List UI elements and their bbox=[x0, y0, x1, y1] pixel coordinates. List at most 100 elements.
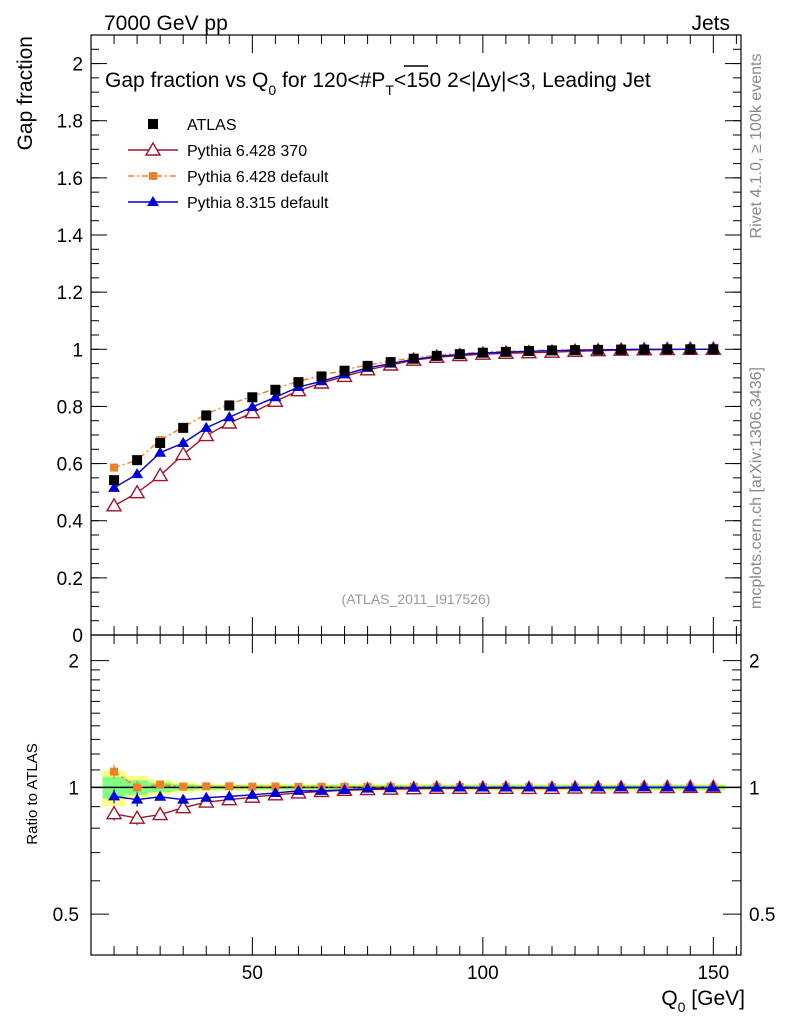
legend-marker bbox=[147, 196, 159, 206]
main-data-point bbox=[662, 344, 673, 355]
energy-label: 7000 GeV pp bbox=[104, 12, 228, 35]
main-data-point bbox=[177, 437, 190, 447]
main-data-point bbox=[408, 353, 419, 364]
rivet-version-label: Rivet 4.1.0, ≥ 100k events bbox=[748, 54, 765, 239]
chart-title: Gap fraction vs Q0 for 120<#PT<150 2<|Δy… bbox=[105, 69, 651, 98]
ratio-data-point bbox=[453, 781, 466, 792]
ratio-data-point bbox=[522, 781, 535, 792]
ratio-data-point bbox=[156, 780, 165, 789]
main-data-point bbox=[201, 410, 212, 421]
main-y-tick-label: 0.2 bbox=[57, 569, 83, 590]
ratio-y-tick-label: 0.5 bbox=[53, 905, 79, 926]
main-data-point bbox=[154, 446, 167, 457]
main-y-axis-label: Gap fraction bbox=[14, 36, 37, 150]
title-sub-t: T bbox=[385, 82, 394, 98]
main-data-point bbox=[105, 497, 123, 512]
ratio-data-point bbox=[179, 782, 188, 791]
ratio-y-axis-label: Ratio to ATLAS bbox=[24, 743, 41, 844]
ratio-data-point bbox=[661, 781, 674, 792]
ratio-data-point bbox=[292, 784, 305, 795]
ratio-plot-frame bbox=[90, 634, 742, 956]
title-part-p: P bbox=[371, 69, 385, 92]
ratio-data-point bbox=[225, 782, 234, 791]
ratio-y-tick-label-right: 2 bbox=[749, 652, 760, 673]
ratio-data-point bbox=[638, 781, 651, 792]
main-data-point bbox=[570, 345, 581, 356]
main-data-point bbox=[270, 384, 281, 395]
legend: ATLAS Pythia 6.428 370 Pythia 6.428 defaul… bbox=[128, 117, 329, 212]
main-data-point bbox=[178, 422, 189, 433]
main-data-point bbox=[362, 360, 373, 371]
main-data-point bbox=[316, 371, 327, 382]
ratio-data-point bbox=[223, 790, 236, 801]
ratio-data-point bbox=[248, 782, 257, 791]
ratio-y-tick-label: 2 bbox=[68, 652, 79, 673]
ratio-data-point bbox=[338, 783, 351, 794]
ratio-data-point bbox=[202, 782, 211, 791]
main-y-tick-label: 0.8 bbox=[57, 397, 83, 418]
ratio-data-point bbox=[499, 781, 512, 792]
ratio-data-point bbox=[246, 788, 259, 799]
ratio-data-point bbox=[133, 783, 142, 792]
legend-label: Pythia 6.428 default bbox=[187, 169, 329, 186]
main-data-point bbox=[385, 357, 396, 368]
main-data-point bbox=[151, 467, 169, 482]
ratio-data-point bbox=[154, 790, 167, 801]
main-data-point bbox=[708, 344, 719, 355]
title-sub-0: 0 bbox=[268, 82, 276, 98]
main-series bbox=[105, 340, 722, 512]
title-part-3: <150 2<|Δy|<3, Leading Jet bbox=[394, 69, 651, 92]
x-axis-label: Q0 [GeV] bbox=[661, 987, 745, 1015]
legend-marker bbox=[144, 141, 162, 156]
ratio-y-tick-label-right: 0.5 bbox=[749, 905, 775, 926]
main-data-point bbox=[593, 344, 604, 355]
main-y-tick-label: 0 bbox=[72, 626, 83, 647]
ratio-data-point bbox=[269, 786, 282, 797]
ratio-data-point bbox=[361, 782, 374, 793]
main-y-tick-label: 1.4 bbox=[57, 226, 84, 247]
ratio-data-point bbox=[545, 781, 558, 792]
ratio-data-point bbox=[430, 781, 443, 792]
title-part-1: Gap fraction vs Q bbox=[105, 69, 268, 92]
main-series-line bbox=[113, 348, 714, 469]
main-data-point bbox=[221, 414, 238, 429]
main-y-tick-label: 1 bbox=[72, 340, 83, 361]
main-data-point bbox=[500, 346, 511, 357]
legend-label: Pythia 6.428 370 bbox=[187, 143, 307, 160]
ratio-data-point bbox=[177, 793, 190, 804]
x-tick-label: 150 bbox=[697, 963, 729, 984]
ratio-data-point bbox=[707, 781, 720, 792]
main-data-point bbox=[223, 411, 236, 422]
main-data-point bbox=[269, 391, 282, 402]
main-data-point bbox=[174, 446, 192, 461]
axis-ticks: 0 0.2 0.4 0.6 0.8 1 1.2 1.4 1.6 1.8 2 50 100 150 0.5 0.… bbox=[53, 34, 775, 984]
ratio-data-point bbox=[200, 791, 213, 802]
category-label: Jets bbox=[691, 12, 730, 35]
main-y-tick-label: 2 bbox=[72, 55, 83, 76]
x-tick-label: 100 bbox=[467, 963, 499, 984]
legend-label: Pythia 8.315 default bbox=[187, 195, 329, 212]
legend-marker bbox=[148, 119, 158, 129]
main-data-point bbox=[293, 377, 304, 388]
main-data-point bbox=[110, 463, 119, 472]
ratio-data-point bbox=[384, 782, 397, 793]
main-y-tick-label: 0.6 bbox=[57, 455, 83, 476]
main-y-tick-label: 1.6 bbox=[57, 169, 83, 190]
main-y-tick-label: 0.4 bbox=[57, 512, 84, 533]
main-data-point bbox=[616, 344, 627, 355]
main-data-point bbox=[247, 392, 258, 403]
main-data-point bbox=[155, 438, 166, 448]
title-part-2: for 120<# bbox=[276, 69, 371, 92]
main-data-point bbox=[244, 404, 261, 419]
ratio-data-point bbox=[108, 790, 121, 801]
ratio-data-point bbox=[151, 806, 169, 821]
ratio-y-tick-label: 1 bbox=[68, 778, 79, 799]
ratio-data-point bbox=[271, 782, 280, 791]
main-data-point bbox=[339, 365, 350, 376]
main-data-point bbox=[108, 481, 121, 492]
main-data-point bbox=[523, 346, 534, 356]
mcplots-reference-label: mcplots.cern.ch [arXiv:1306.3436] bbox=[748, 367, 765, 609]
ratio-data-point bbox=[128, 809, 146, 824]
x-tick-label: 50 bbox=[242, 963, 263, 984]
